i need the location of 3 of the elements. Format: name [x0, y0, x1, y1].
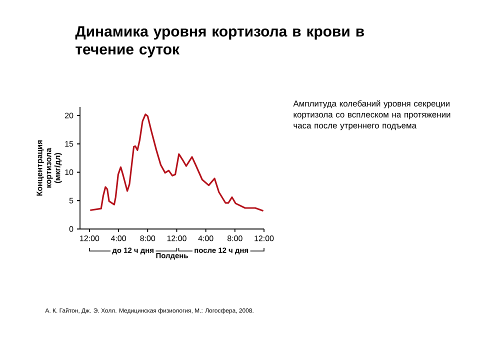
text: Амплитуда колебаний уровня секреции кортизола со всплеском на протяжении часа после утреннего подъема: [293, 100, 450, 130]
line-series: [89, 114, 264, 212]
chart-title: Динамика уровня кортизола в крови в течение суток: [75, 26, 364, 58]
